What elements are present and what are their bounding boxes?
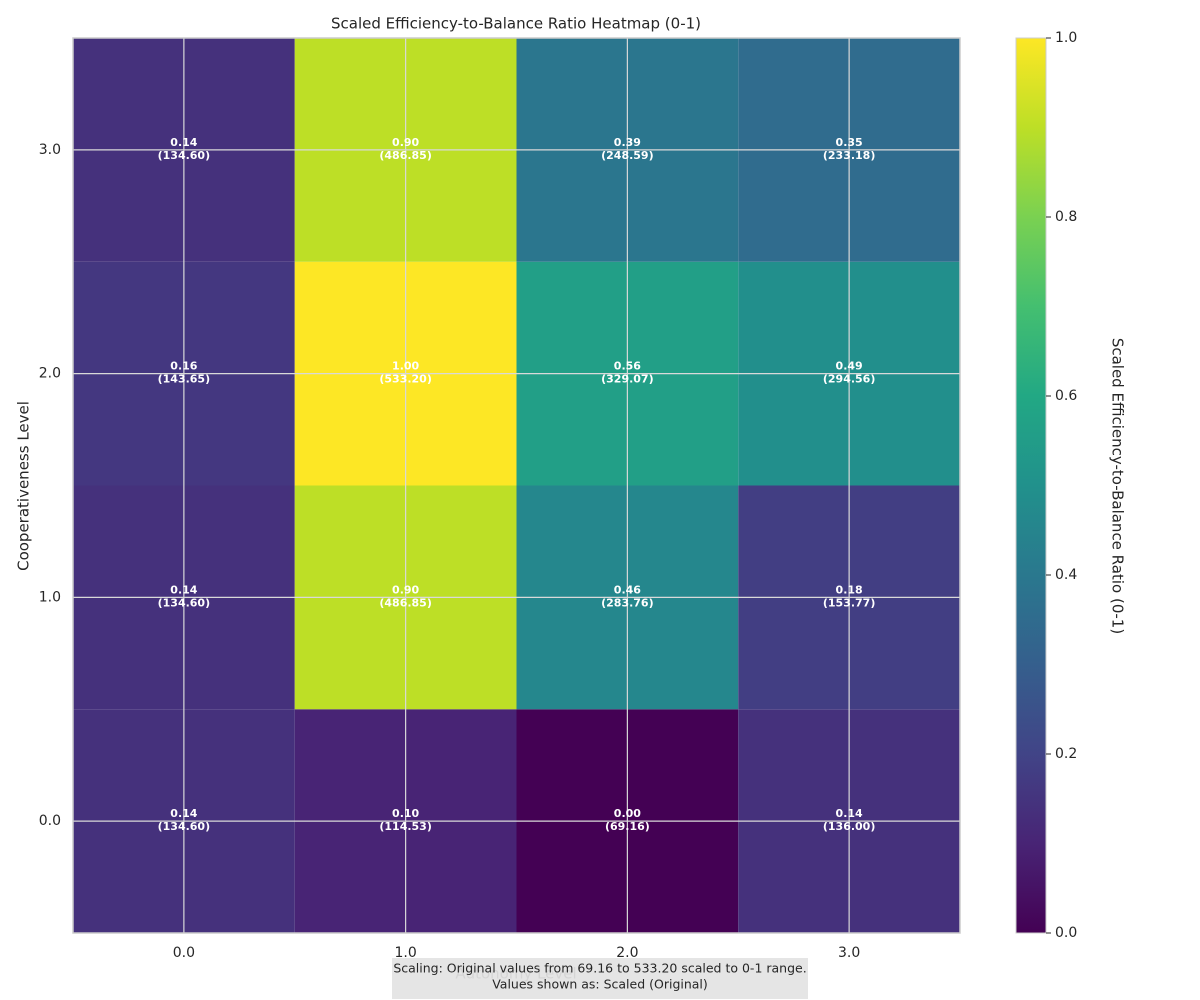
cell-label: 0.39 xyxy=(614,136,641,149)
cell-label: 0.14 xyxy=(836,807,863,820)
cell-label: (533.20) xyxy=(379,373,432,386)
cell-label: 1.00 xyxy=(392,360,419,373)
cell-label: (153.77) xyxy=(823,596,876,609)
y-axis-label: Cooperativeness Level xyxy=(15,401,33,571)
annotation-text: Values shown as: Scaled (Original) xyxy=(492,977,708,992)
cell-label: 0.46 xyxy=(614,583,641,596)
cell-label: (143.65) xyxy=(158,373,211,386)
cell-label: (134.60) xyxy=(158,596,211,609)
cell-label: (329.07) xyxy=(601,373,654,386)
cell-label: 0.00 xyxy=(614,807,641,820)
cell-label: 0.10 xyxy=(392,807,419,820)
y-tick-label: 3.0 xyxy=(39,142,61,158)
cell-label: 0.90 xyxy=(392,136,419,149)
cell-label: (136.00) xyxy=(823,820,876,833)
plot-frame xyxy=(72,37,961,934)
x-tick-label: 0.0 xyxy=(173,945,195,961)
cell-label: (114.53) xyxy=(379,820,432,833)
cell-label: (486.85) xyxy=(379,149,432,162)
x-tick-label: 3.0 xyxy=(838,945,860,961)
cell-label: (134.60) xyxy=(158,820,211,833)
annotation-box xyxy=(392,958,808,999)
colorbar-tick-label: 0.2 xyxy=(1055,746,1077,762)
colorbar-tick-label: 0.0 xyxy=(1055,925,1077,941)
cell-label: 0.49 xyxy=(836,360,863,373)
cell-label: 0.14 xyxy=(170,136,197,149)
colorbar-tick-label: 0.8 xyxy=(1055,209,1077,225)
colorbar-tick-label: 0.6 xyxy=(1055,388,1077,404)
cell-label: (233.18) xyxy=(823,149,876,162)
cell-label: (134.60) xyxy=(158,149,211,162)
cell-label: 0.14 xyxy=(170,807,197,820)
cell-label: (248.59) xyxy=(601,149,654,162)
cell-label: 0.35 xyxy=(836,136,863,149)
colorbar-tick-label: 1.0 xyxy=(1055,30,1077,46)
x-tick-label: 2.0 xyxy=(616,945,638,961)
colorbar xyxy=(1015,37,1047,934)
cell-label: (69.16) xyxy=(605,820,650,833)
cell-label: (294.56) xyxy=(823,373,876,386)
cell-label: 0.18 xyxy=(836,583,863,596)
y-tick-label: 2.0 xyxy=(39,366,61,382)
x-tick-label: 1.0 xyxy=(394,945,416,961)
colorbar-label: Scaled Efficiency-to-Balance Ratio (0-1) xyxy=(1109,338,1127,634)
cell-label: 0.14 xyxy=(170,583,197,596)
y-tick-label: 1.0 xyxy=(39,589,61,605)
cell-label: (283.76) xyxy=(601,596,654,609)
colorbar-tick-label: 0.4 xyxy=(1055,567,1077,583)
cell-label: (486.85) xyxy=(379,596,432,609)
cell-label: 0.56 xyxy=(614,360,641,373)
cell-label: 0.90 xyxy=(392,583,419,596)
annotation-text: Scaling: Original values from 69.16 to 5… xyxy=(393,961,806,976)
y-tick-label: 0.0 xyxy=(39,813,61,829)
chart-title: Scaled Efficiency-to-Balance Ratio Heatm… xyxy=(331,15,701,33)
cell-label: 0.16 xyxy=(170,360,197,373)
